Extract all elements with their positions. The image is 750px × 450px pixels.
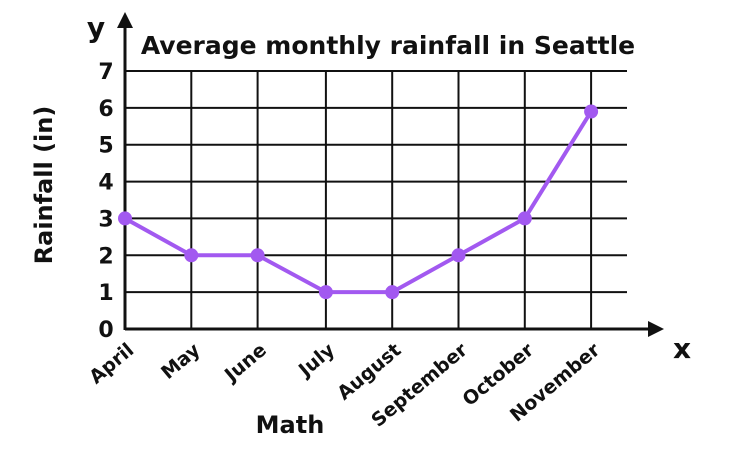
- data-point: [184, 248, 199, 263]
- x-axis-arrow: [648, 321, 664, 337]
- data-point: [318, 285, 333, 300]
- chart-title: Average monthly rainfall in Seattle: [141, 31, 635, 60]
- y-tick-label: 7: [98, 60, 113, 85]
- x-axis-title: Math: [256, 411, 325, 439]
- y-tick-label: 6: [98, 97, 113, 122]
- data-point: [250, 248, 265, 263]
- y-tick-label: 4: [98, 171, 113, 196]
- x-tick-labels: April May June JulyAugustSeptemberOctoberNo…: [85, 339, 605, 432]
- data-point: [517, 211, 532, 226]
- x-tick-label: July: [293, 339, 339, 383]
- grid: [125, 70, 627, 329]
- y-tick-label: 5: [98, 134, 113, 159]
- data-point: [118, 211, 132, 226]
- y-tick-label: 1: [98, 281, 113, 306]
- y-tick-labels: 0 1 2 3 4 5 6 7: [98, 60, 113, 343]
- x-tick-label: May: [157, 339, 205, 384]
- y-tick-label: 0: [98, 318, 113, 343]
- x-axis-letter: x: [673, 332, 691, 365]
- series-line: [124, 110, 593, 295]
- y-axis-title: Rainfall (in): [30, 106, 58, 265]
- y-axis-arrow: [117, 12, 133, 28]
- series-rainfall: [118, 104, 599, 300]
- y-axis-letter: y: [87, 11, 105, 44]
- x-tick-label: April: [85, 339, 138, 388]
- y-tick-label: 2: [98, 244, 113, 269]
- axes: [117, 12, 664, 337]
- data-point: [385, 285, 400, 300]
- x-tick-label: June: [219, 339, 271, 387]
- data-point: [451, 248, 466, 263]
- y-tick-label: 3: [98, 207, 113, 232]
- data-point: [584, 104, 599, 119]
